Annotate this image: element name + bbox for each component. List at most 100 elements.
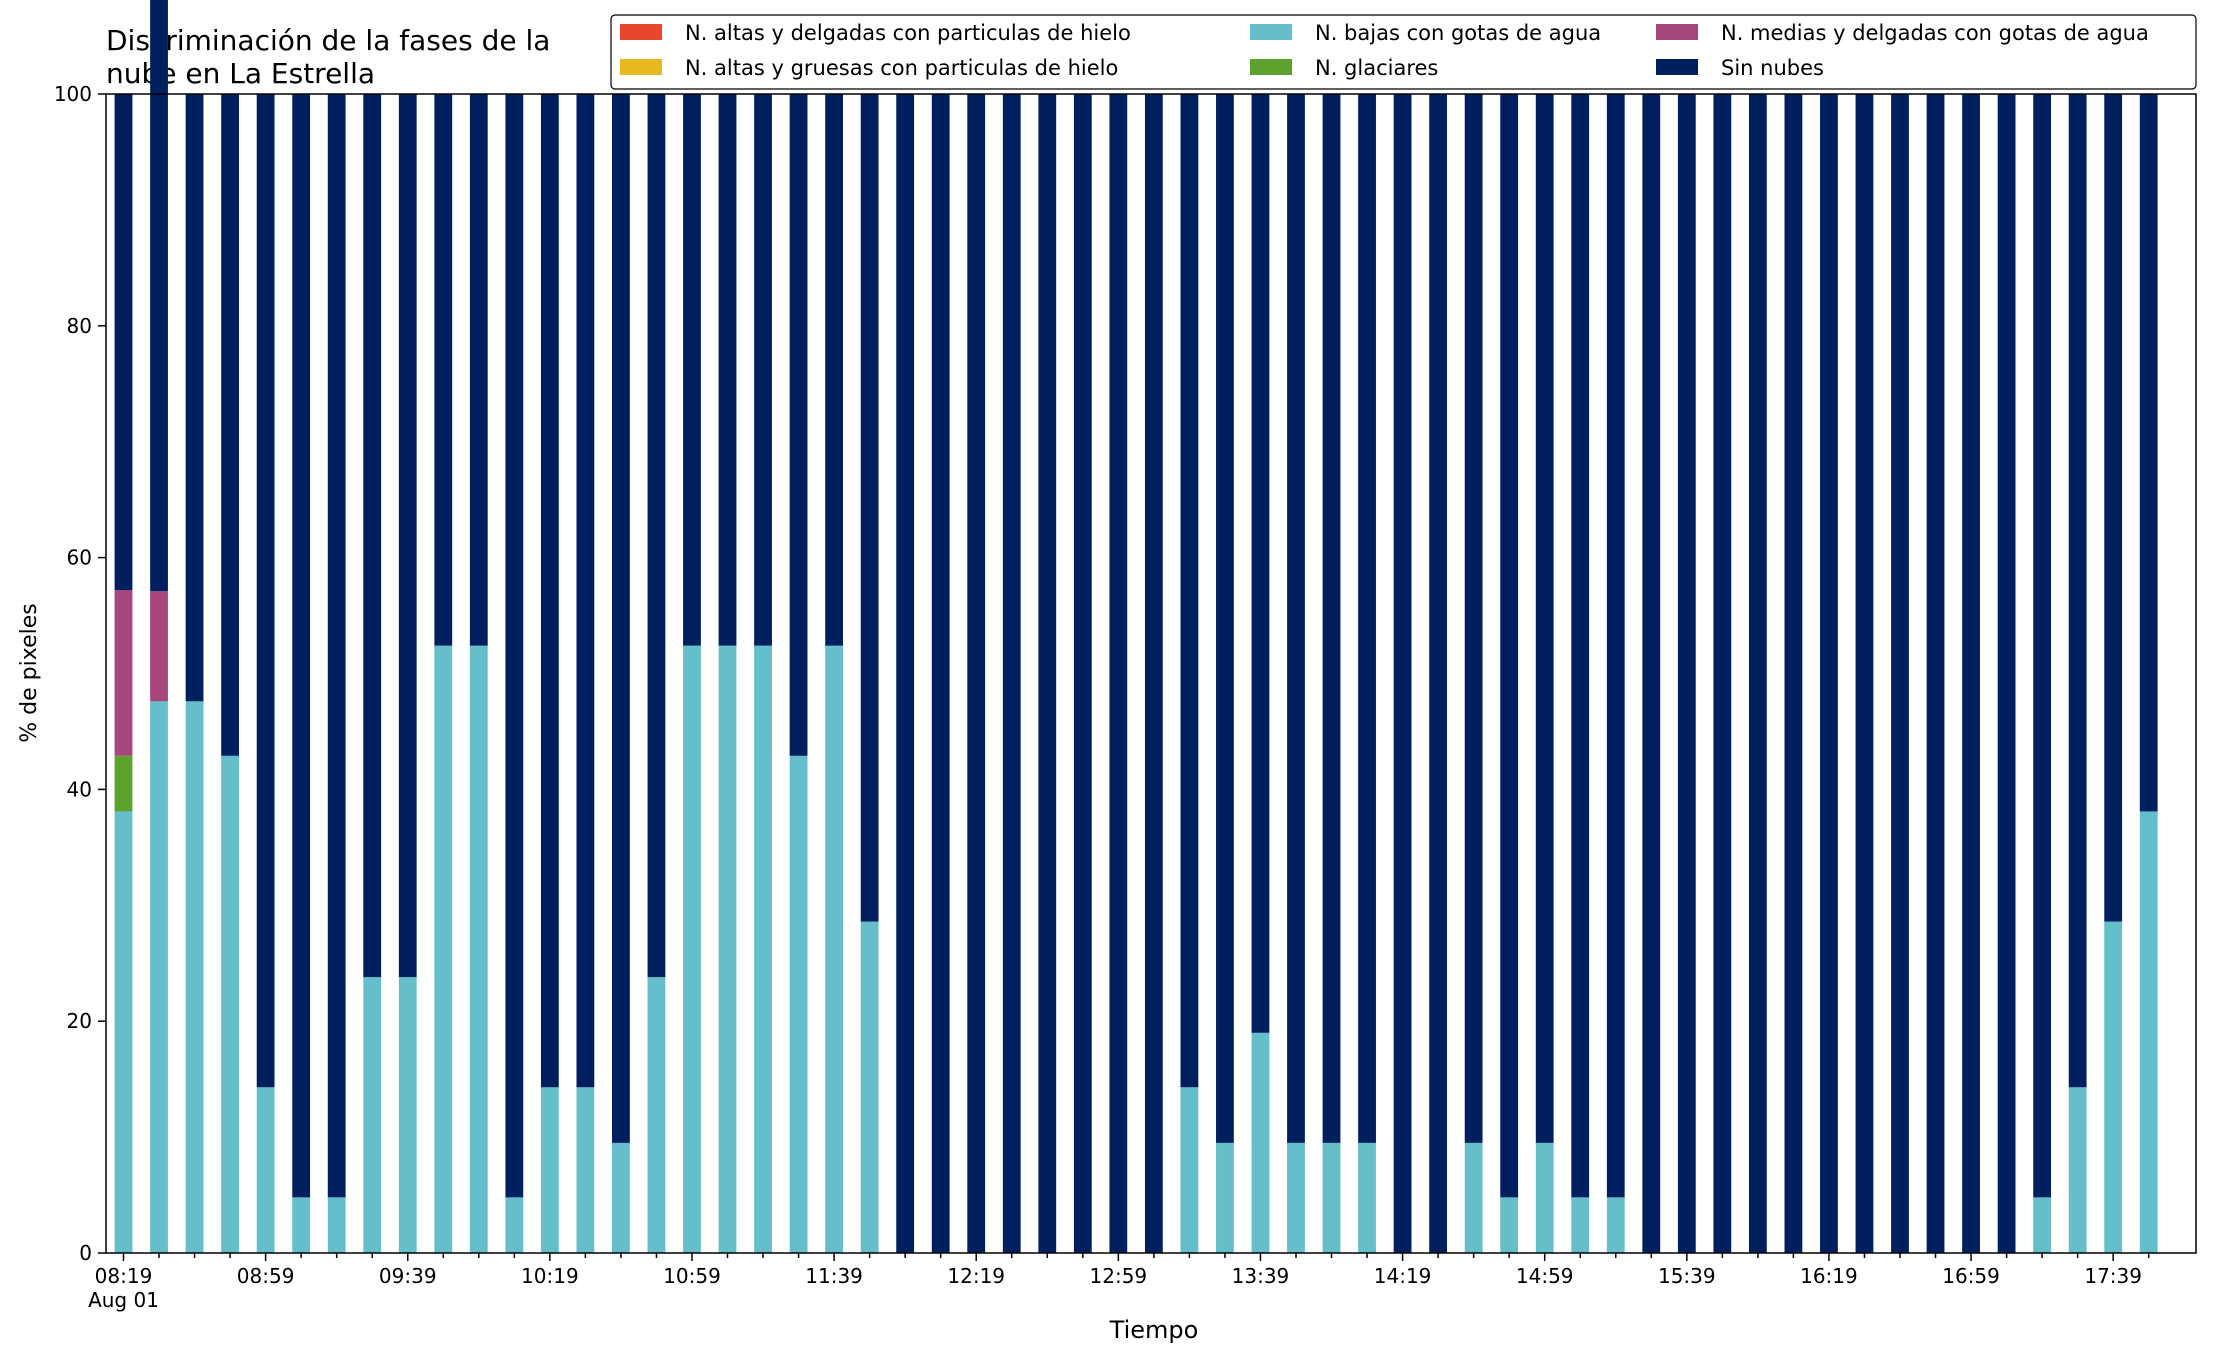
- x-date-label: Aug 01: [88, 1288, 159, 1312]
- chart-title: Discriminación de la fases de la nube en …: [106, 24, 550, 90]
- x-tick-label: 11:39: [805, 1264, 863, 1288]
- y-tick-label: 20: [67, 1009, 92, 1033]
- bar-segment-5-51: [1926, 94, 1945, 1253]
- bar-segment-5-30: [1180, 94, 1199, 1088]
- bar-segment-4-1: [150, 591, 168, 702]
- legend-box: [610, 14, 2197, 90]
- x-axis: 08:19 08:59 09:39 10:19 10:59 11:39 12:19 12:59…: [88, 1253, 2150, 1312]
- bar-segment-2-7: [363, 977, 382, 1253]
- y-tick-label: 60: [67, 546, 92, 570]
- legend-swatch: [1250, 59, 1292, 75]
- bar-segment-5-9: [434, 94, 453, 646]
- bar-segment-3-0: [114, 755, 133, 812]
- legend-label: N. medias y delgadas con gotas de agua: [1721, 21, 2149, 45]
- legend-swatch: [1250, 24, 1292, 40]
- bar-segment-5-19: [789, 94, 808, 756]
- bar-segment-2-11: [505, 1197, 524, 1253]
- bar-segment-2-17: [718, 645, 737, 1253]
- bar-segment-5-18: [754, 94, 772, 646]
- bar-segment-5-28: [1109, 94, 1128, 1253]
- x-tick-label: 08:19: [95, 1264, 153, 1288]
- bar-segment-5-15: [647, 94, 666, 978]
- bar-segment-5-20: [825, 94, 843, 646]
- legend-label: N. altas y gruesas con particulas de hie…: [685, 56, 1118, 80]
- x-tick-label: 10:19: [521, 1264, 579, 1288]
- bar-segment-2-10: [469, 645, 488, 1253]
- bar-segment-5-52: [1962, 94, 1980, 1253]
- bar-segment-2-35: [1358, 1142, 1376, 1253]
- x-tick-label: 14:19: [1374, 1264, 1432, 1288]
- bar-segment-5-46: [1748, 94, 1767, 1253]
- bar-segment-5-12: [540, 94, 559, 1088]
- bar-segment-5-55: [2068, 94, 2087, 1088]
- title-line: nube en La Estrella: [106, 57, 375, 90]
- plot-frame: [105, 93, 2197, 1254]
- bar-segment-5-41: [1571, 94, 1590, 1198]
- bar-segment-5-8: [398, 94, 417, 978]
- x-tick-label: 12:19: [947, 1264, 1005, 1288]
- legend-label: N. bajas con gotas de agua: [1315, 21, 1601, 45]
- x-tick-label: 09:39: [379, 1264, 437, 1288]
- bar-segment-5-31: [1216, 94, 1234, 1143]
- bar-segment-5-11: [505, 94, 524, 1198]
- bar-segment-5-29: [1144, 94, 1163, 1253]
- title-line: Discriminación de la fases de la: [106, 24, 550, 57]
- y-tick-label: 40: [67, 777, 92, 801]
- bar-segment-5-1: [150, 0, 168, 592]
- bar-segment-5-56: [2104, 94, 2123, 922]
- bar-segment-2-16: [683, 645, 701, 1253]
- bar-segment-2-18: [754, 645, 772, 1253]
- x-tick-label: 14:59: [1516, 1264, 1574, 1288]
- bar-segment-5-25: [1002, 94, 1021, 1253]
- bar-segment-5-57: [2139, 94, 2158, 812]
- bar-segment-2-39: [1500, 1197, 1519, 1253]
- legend-swatch: [620, 24, 662, 40]
- bar-segment-5-35: [1358, 94, 1376, 1143]
- bar-segment-5-49: [1855, 94, 1874, 1253]
- bar-segment-2-38: [1464, 1142, 1483, 1253]
- y-tick-label: 0: [79, 1241, 92, 1265]
- y-axis-label: % de pixeles: [17, 603, 42, 742]
- bar-segment-2-20: [825, 645, 843, 1253]
- bar-segment-5-42: [1606, 94, 1625, 1198]
- bar-segment-5-6: [327, 94, 346, 1198]
- bar-segment-2-1: [150, 701, 168, 1253]
- bar-segment-2-12: [540, 1087, 559, 1253]
- bar-segment-5-4: [256, 94, 275, 1088]
- bar-segment-5-14: [612, 94, 630, 1143]
- bar-segment-5-50: [1891, 94, 1909, 1253]
- bar-segment-5-38: [1464, 94, 1483, 1143]
- bar-segment-5-27: [1073, 94, 1092, 1253]
- legend-label: N. glaciares: [1315, 56, 1438, 80]
- legend-swatch: [1656, 59, 1698, 75]
- bar-segment-2-30: [1180, 1087, 1199, 1253]
- bar-segment-2-56: [2104, 921, 2123, 1253]
- bar-segment-5-22: [896, 94, 915, 1253]
- x-axis-label: Tiempo: [1109, 1316, 1199, 1344]
- bar-segment-2-5: [292, 1197, 311, 1253]
- bar-segment-5-17: [718, 94, 737, 646]
- bar-segment-5-47: [1784, 94, 1803, 1253]
- bar-segment-2-33: [1287, 1142, 1305, 1253]
- bar-segment-2-19: [789, 755, 808, 1253]
- bar-segment-2-34: [1322, 1142, 1341, 1253]
- bar-segment-2-8: [398, 977, 417, 1253]
- legend-swatch: [1656, 24, 1698, 40]
- bar-segment-2-31: [1216, 1142, 1234, 1253]
- bar-segment-5-2: [185, 94, 204, 702]
- bar-segment-2-55: [2068, 1087, 2087, 1253]
- bar-segment-5-44: [1677, 94, 1696, 1253]
- x-tick-label: 16:59: [1942, 1264, 2000, 1288]
- bar-segment-2-21: [860, 921, 879, 1253]
- bar-segment-2-40: [1535, 1142, 1554, 1253]
- bar-segment-5-3: [221, 94, 239, 756]
- x-tick-label: 12:59: [1090, 1264, 1148, 1288]
- x-tick-label: 15:39: [1658, 1264, 1716, 1288]
- bar-segment-5-40: [1535, 94, 1554, 1143]
- legend-label: N. altas y delgadas con particulas de hi…: [685, 21, 1131, 45]
- bar-segment-5-5: [292, 94, 311, 1198]
- bar-segment-2-13: [576, 1087, 595, 1253]
- bar-segment-5-33: [1287, 94, 1305, 1143]
- bar-segment-2-32: [1251, 1032, 1270, 1253]
- bar-segment-2-41: [1571, 1197, 1590, 1253]
